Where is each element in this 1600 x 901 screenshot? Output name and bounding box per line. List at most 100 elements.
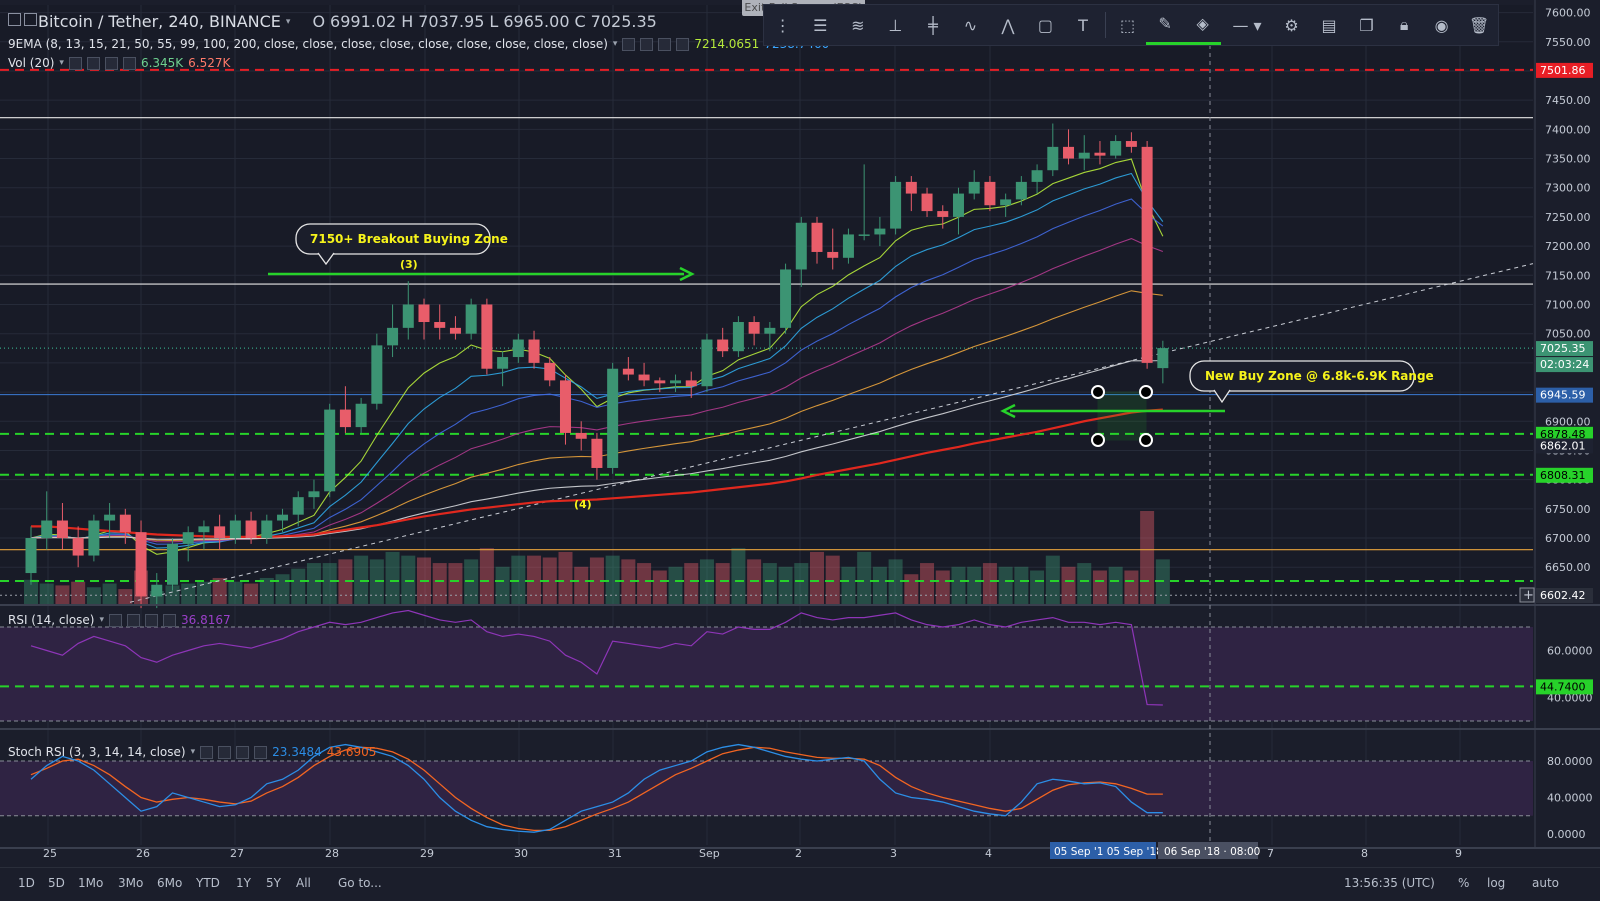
add-level-button [1519,587,1535,603]
chevron-down-icon[interactable]: ▾ [59,58,64,68]
candle-body [449,327,461,334]
timeframe-1mo[interactable]: 1Mo [78,876,104,890]
drag-handle-icon[interactable]: ⋮ [774,15,791,35]
cross-lines-icon[interactable]: ╪ [928,15,938,35]
stoch-label[interactable]: Stoch RSI (3, 3, 14, 14, close) [8,745,186,759]
clone-icon[interactable]: ❐ [1359,15,1374,35]
countdown-tag: 02:03:24 [1540,358,1589,371]
eye-icon[interactable] [109,613,123,627]
buyzone-callout-text: New Buy Zone @ 6.8k-6.9K Range [1205,369,1434,383]
candle-body [166,543,178,585]
pencil-icon[interactable]: ✎ [1146,5,1184,45]
fill-icon[interactable]: ◈ [1183,5,1222,45]
volume-value-1: 6.345K [140,56,184,70]
candle-body [135,532,147,597]
volume-bar [825,555,840,604]
candle-body [1031,170,1043,182]
log-toggle[interactable]: log [1487,876,1506,890]
clock-label[interactable]: 13:56:35 (UTC) [1344,876,1435,890]
blue-level-tag: 6945.59 [1540,389,1586,402]
x-tick-label: 7 [1267,847,1274,860]
percent-toggle[interactable]: % [1458,876,1470,890]
stoch-legend[interactable]: Stoch RSI (3, 3, 14, 14, close) ▾ 23.3484… [8,745,376,759]
candle-body [1015,181,1027,200]
eye-icon[interactable] [200,745,214,759]
abc-pattern-icon[interactable]: ⋀ [1001,15,1015,35]
candle-body [1000,199,1012,206]
timeframe-3mo[interactable]: 3Mo [118,876,144,890]
candle-body [874,228,886,235]
timeframe-1y[interactable]: 1Y [236,876,251,890]
goto-button[interactable]: Go to... [338,876,382,890]
ema-label[interactable]: 9EMA (8, 13, 15, 21, 50, 55, 99, 100, 20… [8,37,608,51]
volume-label[interactable]: Vol (20) [8,56,55,70]
wave-icon[interactable]: ∿ [963,15,978,35]
rsi-label[interactable]: RSI (14, close) [8,613,95,627]
horizontal-lines-icon[interactable]: ☰ [813,15,828,35]
volume-bar [432,563,447,604]
layers-icon[interactable]: ▤ [1321,15,1337,35]
volume-bar [479,548,494,604]
plus-icon[interactable] [104,56,118,70]
volume-bar [401,555,416,604]
timeframe-6mo[interactable]: 6Mo [157,876,183,890]
vertical-lines-icon[interactable]: ⊥ [888,15,903,35]
eye-icon[interactable] [68,56,82,70]
timeframe-all[interactable]: All [296,876,311,890]
gear-icon[interactable] [218,745,232,759]
trash-icon[interactable]: 🗑︎ [1468,15,1490,35]
volume-bar [448,563,463,604]
chevron-down-icon[interactable]: ▾ [190,747,196,757]
gear-icon[interactable] [127,613,141,627]
gear-icon[interactable] [86,56,100,70]
candle-body [764,327,776,334]
collapse-icon[interactable] [8,13,21,26]
panel-controls[interactable] [8,13,37,26]
chevron-down-icon[interactable]: ▾ [99,615,105,625]
text-icon[interactable]: T [1078,15,1088,35]
timeframe-5d[interactable]: 5D [48,876,65,890]
callout-pointer [1213,389,1231,404]
plus-icon[interactable] [145,613,159,627]
bottom-bar [0,867,1600,901]
plus-icon[interactable] [658,37,672,51]
divider [1104,12,1106,38]
arrow-head [1000,403,1016,419]
rsi-legend[interactable]: RSI (14, close) ▾ 36.8167 [8,613,231,627]
plus-icon[interactable] [236,745,250,759]
rectangle-icon[interactable]: ▢ [1037,15,1054,35]
timeframe-ytd[interactable]: YTD [196,876,220,890]
chevron-down-icon[interactable]: ▾ [285,16,291,27]
gear-icon[interactable] [640,37,654,51]
eye-icon[interactable]: ◉ [1434,15,1449,35]
volume-bar [212,577,227,604]
close-icon[interactable] [122,56,136,70]
volume-legend[interactable]: Vol (20) ▾ 6.345K 6.527K [8,56,230,70]
ema-legend[interactable]: 9EMA (8, 13, 15, 21, 50, 55, 99, 100, 20… [8,37,829,51]
plus-icon: + [1523,588,1534,603]
close-icon[interactable] [676,37,690,51]
candle-body [732,322,744,352]
volume-bar [385,551,400,604]
timeframe-5y[interactable]: 5Y [266,876,281,890]
chart-icon [24,13,37,26]
auto-toggle[interactable]: auto [1532,876,1560,890]
x-tick-label: 2 [795,847,802,860]
rsi-tick-label: 40.0000 [1547,692,1593,705]
chevron-down-icon[interactable]: ▾ [612,39,618,49]
x-tick-label: 8 [1361,847,1368,860]
close-icon[interactable] [163,613,177,627]
lock-icon[interactable]: 🔒︎ [1399,15,1409,34]
candle-body [984,181,996,206]
symbol-title[interactable]: Bitcoin / Tether, 240, BINANCE [38,12,281,31]
eye-icon[interactable] [622,37,636,51]
y-tick-label: 6700.00 [1545,532,1591,545]
breakout-callout-bg [295,223,491,255]
close-icon[interactable] [254,745,268,759]
channel-icon[interactable]: ≋ [851,15,865,35]
select-icon[interactable]: ⬚ [1119,15,1136,35]
timeframe-1d[interactable]: 1D [18,876,35,890]
line-style-icon[interactable]: — ▾ [1232,15,1262,35]
gear-icon[interactable]: ⚙ [1284,15,1299,35]
